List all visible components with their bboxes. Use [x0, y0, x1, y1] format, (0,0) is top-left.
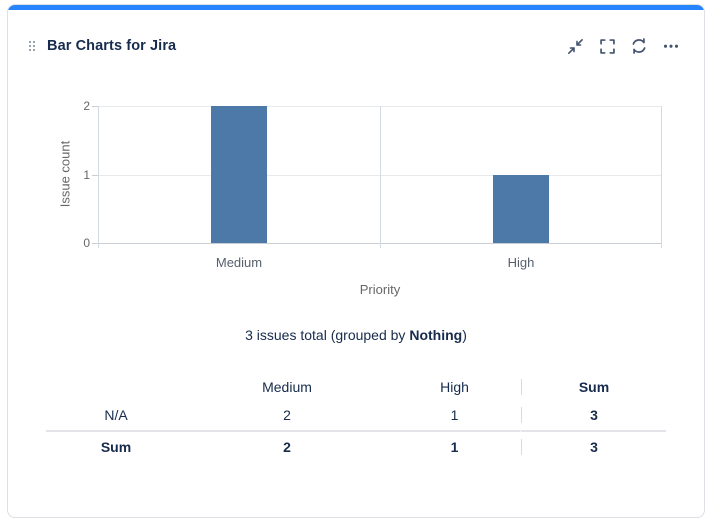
y-tick-label: 2	[83, 99, 90, 113]
x-axis-category-labels: Medium High	[98, 255, 662, 271]
more-icon[interactable]	[663, 38, 679, 54]
bar-high[interactable]	[493, 174, 549, 243]
gadget-card: Bar Charts for Jira	[7, 4, 705, 518]
x-category-label: High	[507, 255, 535, 270]
fullscreen-icon[interactable]	[599, 38, 615, 54]
table-sum-row: Sum 2 1 3	[46, 432, 666, 462]
y-tick-label: 1	[83, 167, 90, 182]
sum-cell-medium: 2	[283, 439, 291, 455]
y-tick-mark	[92, 106, 98, 107]
table-header-row: Medium High Sum	[46, 374, 666, 400]
y-tick-label: 0	[83, 236, 90, 250]
row-label: N/A	[104, 407, 128, 423]
x-category-label: Medium	[215, 255, 263, 270]
x-gridline	[380, 106, 381, 248]
x-axis-title: Priority	[359, 282, 401, 297]
cell-high: 1	[450, 407, 459, 423]
header-cell-sum: Sum	[521, 379, 666, 395]
row-label-sum: Sum	[100, 439, 132, 455]
y-axis-line	[98, 106, 99, 248]
gadget-title: Bar Charts for Jira	[47, 38, 177, 54]
y-axis-tick-labels: 0 1 2	[52, 99, 90, 250]
summary-group-by: Nothing	[409, 327, 463, 343]
refresh-icon[interactable]	[631, 38, 647, 54]
header-cell-medium: Medium	[262, 379, 312, 395]
header-cell-high: High	[440, 379, 469, 395]
y-tick-mark	[92, 243, 98, 244]
plot-area	[92, 106, 662, 248]
x-gridline	[661, 106, 662, 248]
cell-sum: 3	[521, 407, 666, 423]
summary-suffix: )	[462, 327, 467, 343]
gadget-actions	[567, 38, 679, 54]
sum-cell-high: 1	[450, 439, 459, 455]
drag-handle-icon[interactable]	[29, 41, 35, 51]
bar-medium[interactable]	[211, 106, 267, 243]
gadget-header: Bar Charts for Jira	[29, 36, 679, 56]
table-row: N/A 2 1 3	[46, 400, 666, 430]
sum-cell-total: 3	[521, 439, 666, 455]
gadget-accent-bar	[8, 5, 704, 10]
collapse-icon[interactable]	[567, 38, 583, 54]
issues-summary: 3 issues total (grouped by Nothing)	[8, 327, 704, 343]
y-tick-mark	[92, 174, 98, 176]
summary-prefix: 3 issues total (grouped by	[245, 327, 410, 343]
table-divider	[46, 430, 666, 432]
cell-medium: 2	[283, 407, 291, 423]
pivot-table: Medium High Sum N/A 2 1 3 Sum 2 1 3	[46, 374, 666, 462]
